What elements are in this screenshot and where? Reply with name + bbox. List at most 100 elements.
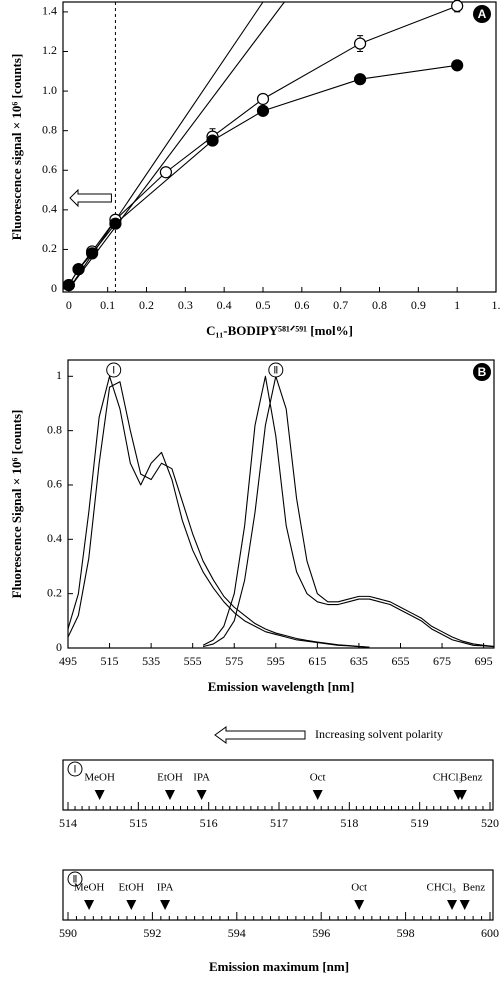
marker-triangle bbox=[84, 900, 95, 910]
y-tick-label: 1.4 bbox=[42, 4, 57, 18]
y-tick-label: 1 bbox=[56, 368, 62, 382]
x-axis-title: Emission wavelength [nm] bbox=[208, 679, 355, 694]
y-tick-label: 0 bbox=[56, 640, 62, 654]
spectrum-line bbox=[202, 375, 494, 648]
x-axis-title: Emission maximum [nm] bbox=[209, 959, 349, 974]
data-point bbox=[62, 278, 75, 292]
x-tick-label: 514 bbox=[59, 816, 77, 830]
solvent-label: IPA bbox=[193, 772, 210, 784]
marker-triangle bbox=[447, 900, 458, 910]
data-point bbox=[353, 73, 367, 86]
spectrum-line bbox=[68, 375, 370, 648]
fit-line bbox=[68, 2, 285, 290]
panel-label: B bbox=[478, 365, 487, 379]
x-tick-label: 0.5 bbox=[255, 298, 270, 312]
y-tick-label: 1.2 bbox=[42, 43, 57, 57]
panel-label: A bbox=[478, 7, 487, 21]
solvent-label: Benz bbox=[463, 882, 486, 894]
data-point bbox=[159, 166, 173, 179]
x-tick-label: 0.4 bbox=[217, 298, 232, 312]
solvent-label: CHCl₃ bbox=[433, 772, 463, 784]
x-axis-title: C₁₁-BODIPY⁵⁸¹ᐟ⁵⁹¹ [mol%] bbox=[206, 323, 353, 338]
y-axis-title: Fluorescence signal × 10⁶ [counts] bbox=[9, 54, 24, 241]
x-tick-label: 0.6 bbox=[294, 298, 309, 312]
marker-triangle bbox=[354, 900, 365, 910]
marker-triangle bbox=[459, 900, 470, 910]
x-tick-label: 517 bbox=[270, 816, 288, 830]
marker-triangle bbox=[312, 790, 323, 800]
marker-triangle bbox=[164, 790, 175, 800]
annotation-text: Increasing solvent polarity bbox=[315, 727, 443, 741]
x-tick-label: 1. bbox=[492, 298, 500, 312]
y-tick-label: 0.8 bbox=[42, 122, 57, 136]
solvent-label: MeOH bbox=[74, 882, 105, 894]
annotation-circle bbox=[106, 362, 122, 378]
panel-circle bbox=[67, 761, 83, 777]
plot-area bbox=[68, 375, 494, 648]
y-tick-label: 0.6 bbox=[47, 477, 62, 491]
y-tick-label: 0.2 bbox=[47, 585, 62, 599]
x-tick-label: 590 bbox=[59, 926, 77, 940]
x-tick-label: 595 bbox=[267, 654, 285, 668]
x-tick-label: 655 bbox=[391, 654, 409, 668]
x-tick-label: 1 bbox=[454, 298, 460, 312]
x-tick-label: 596 bbox=[312, 926, 330, 940]
marker-triangle bbox=[196, 790, 207, 800]
x-tick-label: 518 bbox=[340, 816, 358, 830]
solvent-label: EtOH bbox=[118, 882, 144, 894]
x-tick-label: 598 bbox=[397, 926, 415, 940]
plot-frame bbox=[62, 1, 497, 293]
x-tick-label: 695 bbox=[475, 654, 493, 668]
marker-triangle bbox=[94, 790, 105, 800]
data-point bbox=[256, 92, 270, 106]
x-tick-label: 495 bbox=[59, 654, 77, 668]
series-line bbox=[68, 5, 458, 286]
data-point bbox=[206, 134, 219, 147]
data-point bbox=[353, 37, 367, 50]
panel-label: Ⅰ bbox=[74, 764, 77, 775]
spectrum-line bbox=[202, 375, 494, 648]
y-axis-title: Fluorescence Signal × 10⁶ [counts] bbox=[9, 410, 24, 599]
panel-label-badge bbox=[473, 5, 491, 23]
x-tick-label: 592 bbox=[143, 926, 161, 940]
x-tick-label: 575 bbox=[225, 654, 243, 668]
solvent-label: Oct bbox=[351, 882, 367, 894]
scale-frame bbox=[62, 869, 494, 921]
x-tick-label: 520 bbox=[481, 816, 499, 830]
y-tick-label: 0 bbox=[51, 281, 57, 295]
data-point bbox=[451, 0, 464, 13]
y-tick-label: 0.4 bbox=[47, 531, 62, 545]
panel-label-badge bbox=[473, 363, 491, 381]
x-tick-label: 535 bbox=[142, 654, 160, 668]
x-tick-label: 635 bbox=[350, 654, 368, 668]
arrow bbox=[214, 726, 306, 744]
x-tick-label: 0.9 bbox=[411, 298, 426, 312]
y-tick-label: 0.4 bbox=[42, 202, 57, 216]
x-tick-label: 600 bbox=[481, 926, 499, 940]
y-tick-label: 1.0 bbox=[42, 83, 57, 97]
arrow bbox=[69, 188, 112, 208]
solvent-label: IPA bbox=[157, 882, 174, 894]
annotation-label: Ⅰ bbox=[112, 365, 115, 376]
y-tick-label: 0.6 bbox=[42, 162, 57, 176]
x-tick-label: 0.8 bbox=[372, 298, 387, 312]
x-tick-label: 555 bbox=[184, 654, 202, 668]
plot-frame bbox=[67, 359, 495, 649]
solvent-label: MeOH bbox=[84, 772, 115, 784]
x-tick-label: 0 bbox=[66, 298, 72, 312]
data-point bbox=[451, 59, 464, 72]
solvent-label: Benz bbox=[460, 772, 483, 784]
spectrum-line bbox=[68, 381, 370, 648]
scale-frame bbox=[62, 759, 494, 811]
marker-triangle bbox=[456, 790, 467, 800]
x-tick-label: 515 bbox=[101, 654, 119, 668]
data-point bbox=[86, 247, 99, 260]
plot-area bbox=[68, 2, 285, 290]
panel-label: Ⅱ bbox=[73, 874, 78, 885]
x-tick-label: 0.1 bbox=[100, 298, 115, 312]
x-tick-label: 615 bbox=[308, 654, 326, 668]
x-tick-label: 0.3 bbox=[178, 298, 193, 312]
x-tick-label: 515 bbox=[129, 816, 147, 830]
